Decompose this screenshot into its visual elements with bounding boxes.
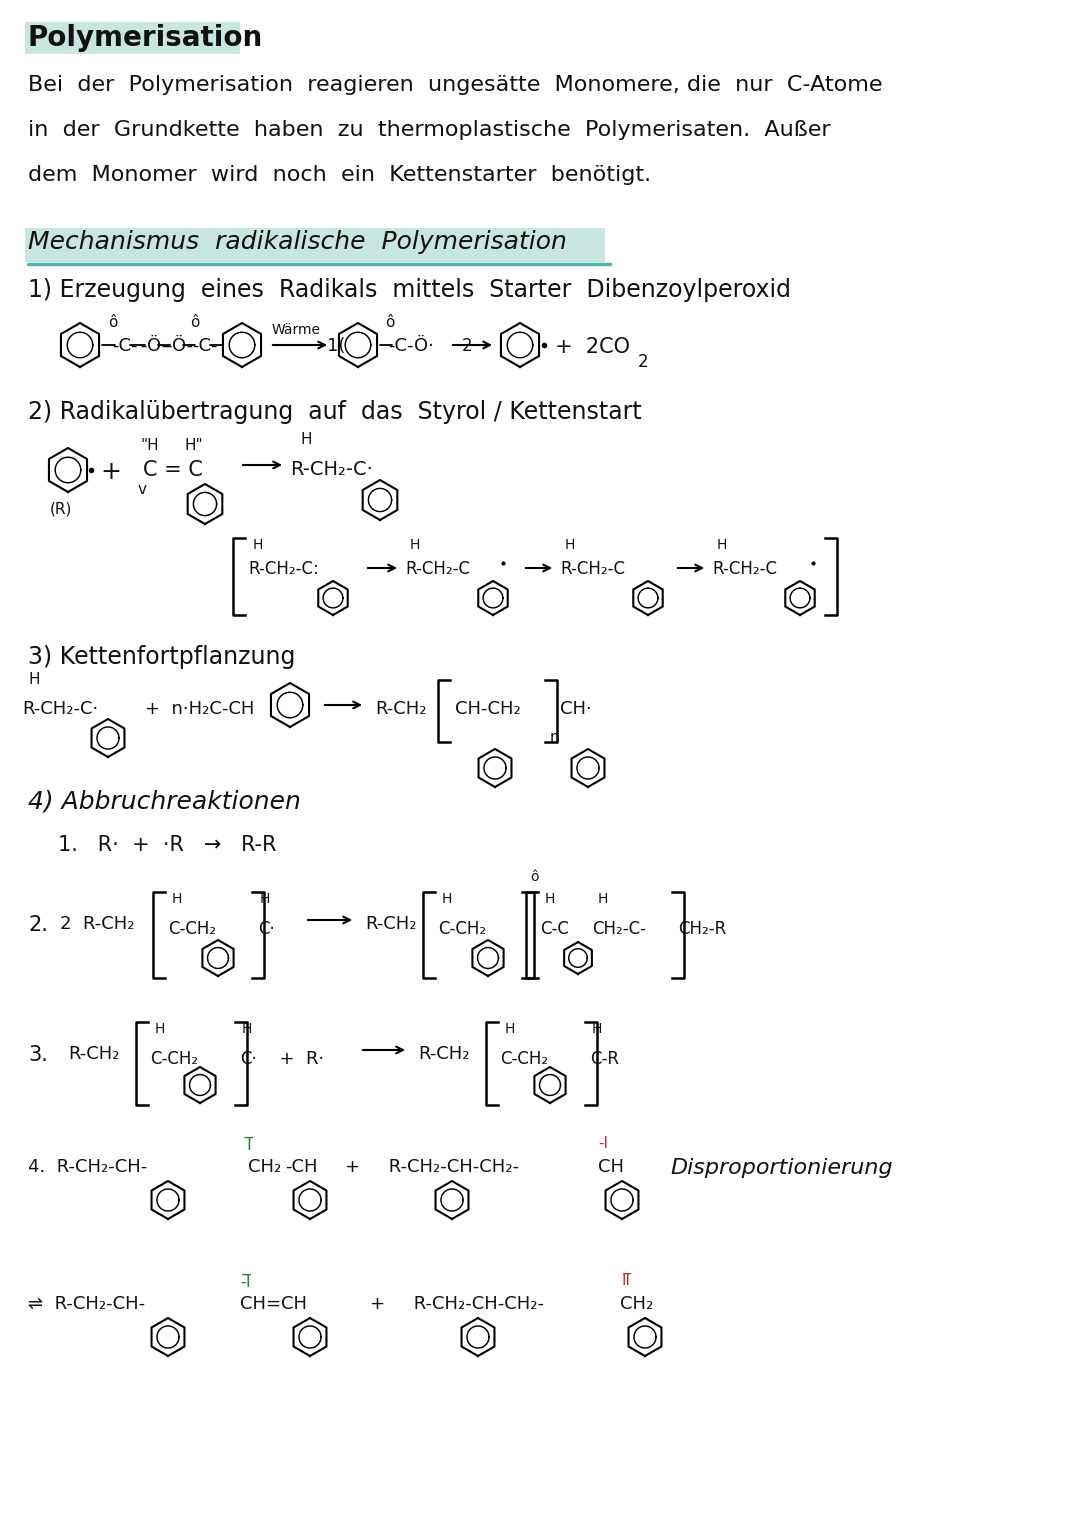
Text: R-CH₂: R-CH₂: [365, 916, 417, 932]
Text: C-CH₂: C-CH₂: [500, 1050, 549, 1068]
Text: H: H: [28, 671, 40, 687]
Text: H: H: [300, 432, 311, 447]
Text: CH·: CH·: [561, 700, 592, 719]
Text: ô: ô: [530, 870, 539, 884]
Text: C-CH₂: C-CH₂: [438, 920, 486, 938]
Text: H: H: [253, 539, 264, 552]
Text: H: H: [242, 1022, 253, 1036]
Text: 2: 2: [638, 353, 649, 371]
Text: ô: ô: [384, 314, 394, 330]
Text: I̅: I̅: [248, 1135, 253, 1154]
Text: H: H: [592, 1022, 603, 1036]
Text: H: H: [565, 539, 576, 552]
Text: ô: ô: [108, 314, 118, 330]
Text: -I̅: -I̅: [240, 1273, 251, 1291]
Text: -C-Ö·: -C-Ö·: [388, 337, 434, 356]
Text: CH-CH₂: CH-CH₂: [455, 700, 521, 719]
Text: 2) Radikalübertragung  auf  das  Styrol / Kettenstart: 2) Radikalübertragung auf das Styrol / K…: [28, 400, 642, 424]
Text: Disproportionierung: Disproportionierung: [670, 1158, 893, 1178]
Text: +: +: [100, 459, 121, 484]
Text: H: H: [410, 539, 420, 552]
Text: II̅: II̅: [622, 1273, 631, 1288]
Text: C-R: C-R: [590, 1050, 619, 1068]
Text: 2  R-CH₂: 2 R-CH₂: [60, 916, 135, 932]
Text: CH=CH: CH=CH: [240, 1296, 307, 1312]
Text: H: H: [598, 893, 608, 906]
Text: +  2CO: + 2CO: [555, 337, 630, 357]
Text: H: H: [505, 1022, 515, 1036]
Text: v: v: [138, 482, 147, 497]
Text: 3.: 3.: [28, 1045, 48, 1065]
Text: -C-: -C-: [112, 337, 137, 356]
Text: CH₂: CH₂: [248, 1158, 281, 1177]
Text: -Ö-: -Ö-: [140, 337, 168, 356]
Text: n: n: [550, 729, 559, 745]
Text: 2.: 2.: [28, 916, 48, 935]
Text: R-CH₂: R-CH₂: [375, 700, 427, 719]
Text: -Ö-: -Ö-: [165, 337, 193, 356]
Text: R-CH₂: R-CH₂: [418, 1045, 470, 1064]
Text: C-CH₂: C-CH₂: [150, 1050, 198, 1068]
Text: ⇌  R-CH₂-CH-: ⇌ R-CH₂-CH-: [28, 1296, 145, 1312]
Text: R-CH₂-C: R-CH₂-C: [405, 560, 470, 578]
Text: 3) Kettenfortpflanzung: 3) Kettenfortpflanzung: [28, 645, 295, 668]
Text: CH₂-C-: CH₂-C-: [592, 920, 646, 938]
Text: R-CH₂-C: R-CH₂-C: [561, 560, 625, 578]
Text: 4) Abbruchreaktionen: 4) Abbruchreaktionen: [28, 790, 301, 813]
Text: +     R-CH₂-CH-CH₂-: + R-CH₂-CH-CH₂-: [370, 1296, 544, 1312]
Text: (R): (R): [50, 502, 72, 517]
Text: ô: ô: [190, 314, 200, 330]
Text: -C-: -C-: [192, 337, 217, 356]
Text: Polymerisation: Polymerisation: [28, 24, 264, 52]
Text: C·: C·: [258, 920, 274, 938]
Text: R-CH₂: R-CH₂: [68, 1045, 120, 1064]
Text: C-C: C-C: [540, 920, 569, 938]
Text: C·: C·: [240, 1050, 257, 1068]
Text: 1) Erzeugung  eines  Radikals  mittels  Starter  Dibenzoylperoxid: 1) Erzeugung eines Radikals mittels Star…: [28, 278, 791, 302]
Text: H: H: [545, 893, 555, 906]
Text: H: H: [260, 893, 270, 906]
Text: 1.   R·  +  ·R   →   R-R: 1. R· + ·R → R-R: [58, 835, 276, 855]
Text: 4.  R-CH₂-CH-: 4. R-CH₂-CH-: [28, 1158, 147, 1177]
Text: H: H: [717, 539, 727, 552]
Text: 1(: 1(: [327, 337, 346, 356]
Text: CH₂-R: CH₂-R: [678, 920, 726, 938]
Text: R-CH₂-C·: R-CH₂-C·: [22, 700, 98, 719]
Text: +  n·H₂C-CH: + n·H₂C-CH: [145, 700, 255, 719]
Text: "H: "H: [140, 438, 159, 453]
Text: CH: CH: [598, 1158, 624, 1177]
Text: H": H": [185, 438, 204, 453]
Text: -I: -I: [598, 1135, 608, 1151]
Text: in  der  Grundkette  haben  zu  thermoplastische  Polymerisaten.  Außer: in der Grundkette haben zu thermoplastis…: [28, 121, 831, 140]
Text: Wärme: Wärme: [272, 324, 321, 337]
Text: -CH: -CH: [285, 1158, 318, 1177]
Text: R-CH₂-C·: R-CH₂-C·: [291, 459, 373, 479]
Text: +  R·: + R·: [268, 1050, 324, 1068]
Text: H: H: [156, 1022, 165, 1036]
FancyBboxPatch shape: [25, 21, 240, 53]
Text: C = C: C = C: [143, 459, 203, 481]
Text: R-CH₂-C:: R-CH₂-C:: [248, 560, 319, 578]
Text: 2: 2: [462, 337, 473, 356]
Text: Mechanismus  radikalische  Polymerisation: Mechanismus radikalische Polymerisation: [28, 230, 567, 253]
Text: +     R-CH₂-CH-CH₂-: + R-CH₂-CH-CH₂-: [345, 1158, 519, 1177]
Text: H: H: [172, 893, 183, 906]
Text: R-CH₂-C: R-CH₂-C: [712, 560, 777, 578]
FancyBboxPatch shape: [25, 227, 605, 262]
Text: CH₂: CH₂: [620, 1296, 653, 1312]
Text: C-CH₂: C-CH₂: [168, 920, 216, 938]
Text: dem  Monomer  wird  noch  ein  Kettenstarter  benötigt.: dem Monomer wird noch ein Kettenstarter …: [28, 165, 651, 185]
Text: H: H: [442, 893, 453, 906]
Text: Bei  der  Polymerisation  reagieren  ungesätte  Monomere, die  nur  C-Atome: Bei der Polymerisation reagieren ungesät…: [28, 75, 882, 95]
